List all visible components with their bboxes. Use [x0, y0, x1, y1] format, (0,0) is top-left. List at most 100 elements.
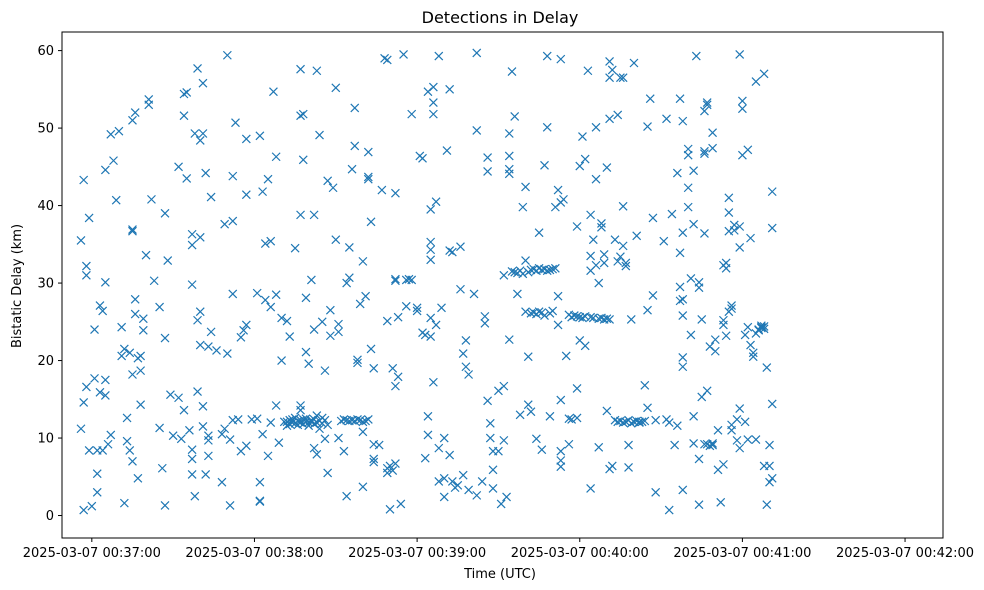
data-point-marker — [485, 418, 495, 428]
data-point-marker — [228, 171, 238, 181]
data-point-marker — [222, 349, 232, 359]
data-point-marker — [521, 307, 530, 317]
data-point-marker — [426, 255, 436, 265]
data-point-marker — [366, 344, 376, 354]
data-point-marker — [708, 440, 718, 450]
data-point-marker — [762, 500, 772, 510]
data-point-marker — [266, 236, 276, 246]
data-point-marker — [296, 401, 305, 410]
data-point-marker — [496, 499, 506, 509]
data-point-marker — [737, 104, 747, 114]
data-point-marker — [222, 50, 232, 60]
data-point-marker — [138, 314, 148, 324]
data-point-marker — [556, 456, 566, 465]
data-point-marker — [458, 349, 468, 359]
data-point-marker — [174, 393, 183, 403]
data-point-marker — [420, 330, 430, 340]
data-point-marker — [599, 249, 609, 259]
data-point-marker — [540, 311, 549, 321]
x-tick-label: 2025-03-07 00:42:00 — [836, 546, 974, 561]
data-point-marker — [605, 114, 614, 124]
data-point-marker — [515, 410, 525, 420]
data-point-marker — [130, 294, 140, 304]
data-point-marker — [155, 423, 165, 433]
data-point-marker — [767, 223, 777, 233]
data-point-marker — [363, 415, 373, 424]
data-point-marker — [241, 190, 251, 200]
data-point-marker — [407, 275, 417, 285]
data-point-marker — [358, 427, 368, 437]
data-point-marker — [320, 366, 330, 376]
data-point-marker — [426, 237, 436, 247]
data-point-marker — [90, 325, 99, 334]
data-point-marker — [309, 210, 319, 220]
data-point-marker — [277, 356, 286, 365]
data-point-marker — [128, 115, 137, 125]
plot-frame — [61, 31, 944, 539]
data-point-marker — [301, 347, 311, 357]
data-point-marker — [740, 330, 750, 340]
data-point-marker — [315, 130, 324, 140]
data-point-marker — [274, 438, 284, 448]
data-point-marker — [721, 258, 731, 268]
data-point-marker — [174, 162, 183, 172]
data-point-marker — [136, 366, 146, 376]
data-point-marker — [553, 320, 563, 330]
data-point-marker — [136, 400, 146, 410]
data-point-marker — [203, 431, 213, 441]
data-point-marker — [363, 172, 373, 182]
data-point-marker — [765, 461, 774, 471]
data-point-marker — [198, 129, 208, 138]
data-point-marker — [111, 195, 121, 205]
data-point-marker — [445, 84, 455, 94]
data-point-marker — [334, 433, 343, 443]
data-point-marker — [691, 51, 701, 61]
data-point-marker — [106, 430, 116, 440]
data-point-marker — [607, 461, 617, 471]
data-point-marker — [361, 291, 371, 301]
data-point-marker — [702, 386, 712, 396]
data-point-marker — [686, 273, 696, 283]
data-point-marker — [662, 114, 671, 124]
data-point-marker — [125, 348, 135, 358]
data-point-marker — [98, 446, 108, 455]
data-point-marker — [163, 256, 173, 266]
data-point-marker — [648, 291, 658, 300]
data-point-marker — [537, 445, 547, 455]
data-point-marker — [469, 289, 479, 299]
data-point-marker — [572, 413, 582, 423]
data-point-marker — [407, 109, 417, 119]
data-point-marker — [483, 153, 493, 162]
data-point-marker — [260, 239, 270, 248]
data-point-marker — [377, 185, 387, 195]
data-point-marker — [287, 418, 297, 427]
data-point-marker — [239, 325, 249, 335]
data-point-marker — [439, 492, 449, 502]
data-point-marker — [231, 118, 240, 128]
data-point-marker — [534, 228, 544, 238]
data-point-marker — [605, 315, 614, 324]
data-point-marker — [428, 82, 438, 92]
data-point-marker — [550, 263, 560, 273]
data-point-marker — [255, 131, 265, 141]
data-point-marker — [765, 440, 774, 450]
data-point-marker — [447, 247, 457, 257]
data-point-marker — [369, 363, 379, 373]
data-point-marker — [195, 232, 205, 242]
data-point-marker — [651, 415, 661, 425]
data-point-marker — [263, 174, 273, 184]
data-point-marker — [122, 413, 132, 423]
data-point-marker — [464, 370, 474, 379]
data-point-marker — [312, 411, 322, 420]
data-points — [76, 48, 777, 515]
data-point-marker — [109, 156, 118, 166]
data-point-marker — [464, 485, 474, 495]
data-point-marker — [447, 477, 457, 486]
data-point-marker — [708, 143, 718, 153]
data-point-marker — [203, 342, 213, 352]
data-point-marker — [293, 416, 303, 426]
data-point-marker — [141, 250, 151, 260]
x-tick-label: 2025-03-07 00:37:00 — [23, 546, 161, 561]
data-point-marker — [597, 222, 606, 232]
data-point-marker — [618, 201, 628, 211]
